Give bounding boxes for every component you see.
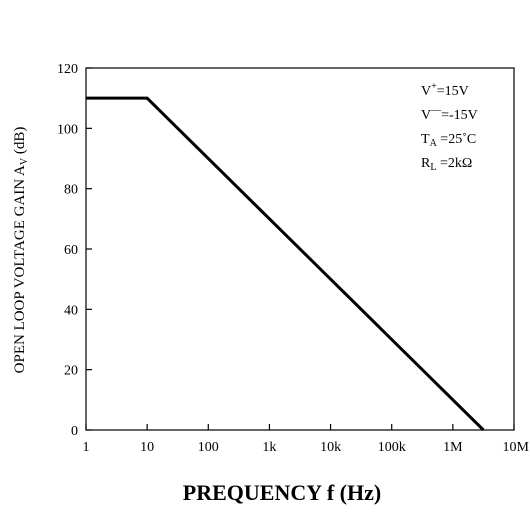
x-tick-label: 1k bbox=[262, 440, 276, 455]
y-tick-label: 0 bbox=[71, 424, 78, 439]
x-axis: 1 10 100 1k 10k 100k 1M 10M bbox=[83, 424, 530, 455]
y-axis-label-main: OPEN LOOP VOLTAGE GAIN A bbox=[12, 165, 28, 373]
x-tick-label: 10 bbox=[140, 440, 154, 455]
x-tick-label: 1M bbox=[443, 440, 463, 455]
x-axis-label: PREQUENCY f (Hz) bbox=[183, 480, 381, 505]
x-tick-label: 1 bbox=[83, 440, 90, 455]
gain-curve bbox=[86, 96, 485, 432]
y-tick-label: 120 bbox=[57, 62, 78, 77]
condition-label: V—=-15V bbox=[421, 105, 478, 123]
conditions-box: V+=15V V—=-15V TA =25˚C RL =2kΩ bbox=[421, 81, 478, 173]
series-group bbox=[86, 96, 485, 432]
x-tick-label: 100 bbox=[198, 440, 219, 455]
x-tick-label: 10M bbox=[503, 440, 530, 455]
x-tick-label: 100k bbox=[378, 440, 406, 455]
x-tick-label: 10k bbox=[320, 440, 341, 455]
y-axis-label-unit: (dB) bbox=[12, 127, 28, 155]
y-tick-label: 40 bbox=[64, 303, 78, 318]
y-axis-label-sub: V bbox=[19, 157, 30, 165]
y-tick-label: 100 bbox=[57, 122, 78, 137]
y-tick-label: 60 bbox=[64, 243, 78, 258]
condition-label: RL =2kΩ bbox=[421, 156, 472, 173]
y-axis: 0 20 40 60 80 100 120 bbox=[57, 62, 92, 439]
condition-label: TA =25˚C bbox=[421, 132, 476, 149]
condition-label: V+=15V bbox=[421, 81, 469, 99]
y-axis-label: OPEN LOOP VOLTAGE GAIN AV (dB) bbox=[12, 127, 30, 374]
y-tick-label: 20 bbox=[64, 364, 78, 379]
y-tick-label: 80 bbox=[64, 183, 78, 198]
